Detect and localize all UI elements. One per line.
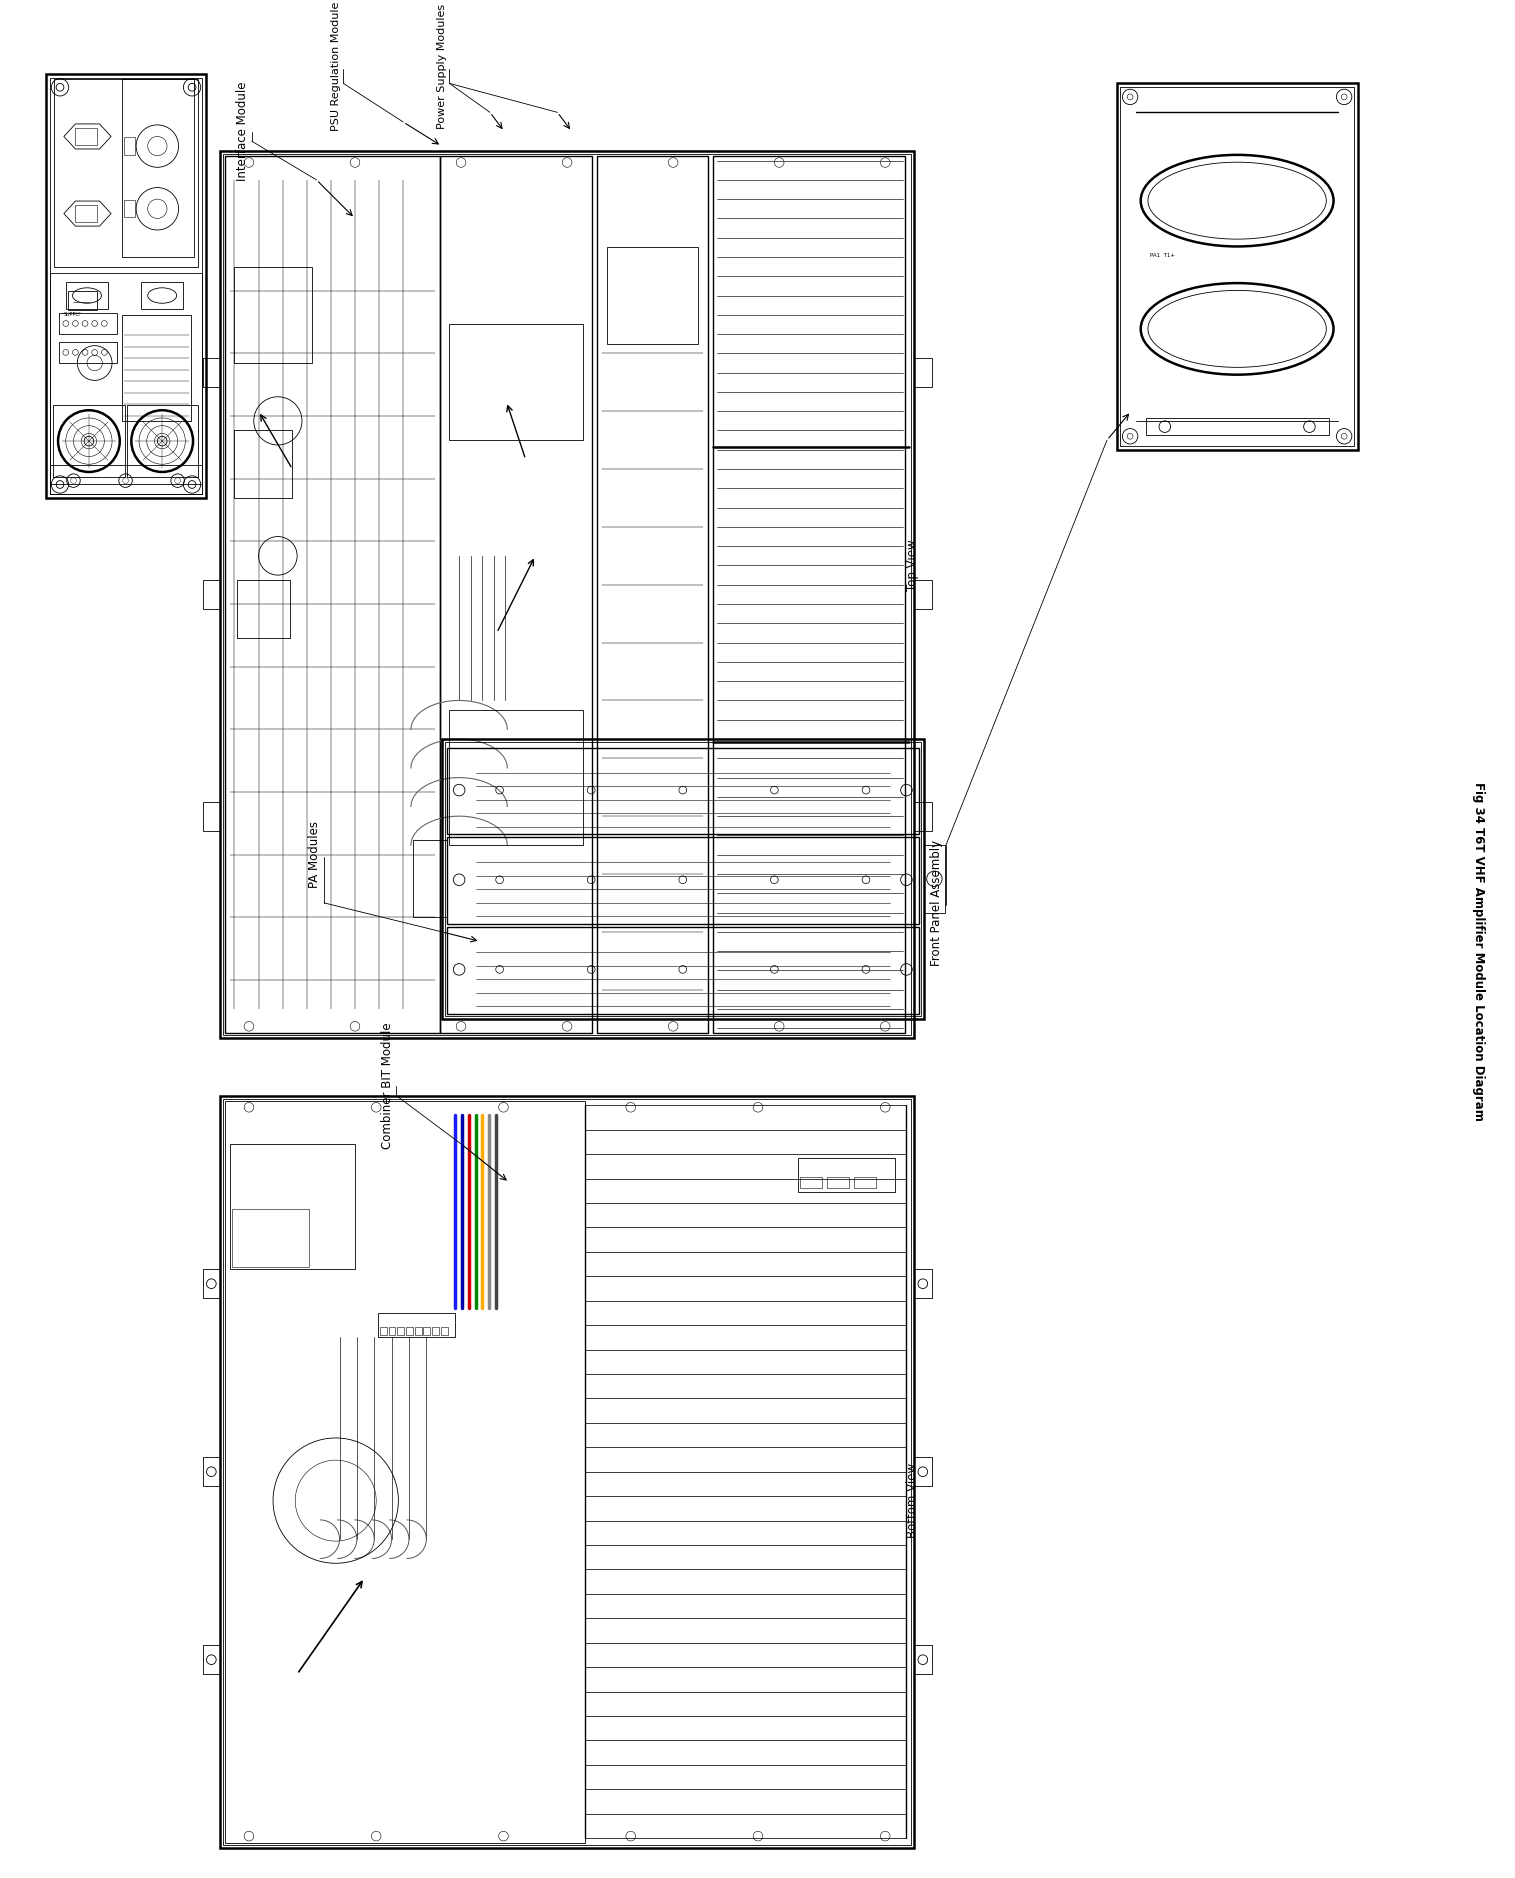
Bar	[224, 156, 439, 1033]
Bar	[59, 342, 117, 362]
Text: Interface Module: Interface Module	[236, 83, 248, 182]
Bar	[235, 267, 312, 362]
Text: Bottom View: Bottom View	[906, 1463, 920, 1538]
Bar	[55, 79, 198, 267]
Text: Top View: Top View	[906, 539, 920, 592]
Bar	[220, 150, 914, 1039]
Bar	[606, 248, 698, 344]
Bar	[798, 1159, 895, 1193]
Text: Fig 34 T6T VHF Amplifier Module Location Diagram: Fig 34 T6T VHF Amplifier Module Location…	[1471, 781, 1485, 1121]
Bar	[47, 73, 206, 498]
Bar	[68, 291, 97, 310]
Bar	[447, 838, 920, 924]
Bar	[432, 1328, 439, 1335]
Bar	[1145, 419, 1329, 436]
Bar	[203, 1270, 220, 1298]
Bar	[127, 406, 198, 477]
Bar	[1124, 419, 1138, 432]
Bar	[597, 156, 708, 1033]
Bar	[59, 314, 117, 334]
Text: Front Panel Assembly: Front Panel Assembly	[930, 839, 942, 965]
Bar	[50, 466, 201, 494]
Bar	[121, 79, 194, 257]
Bar	[141, 282, 183, 310]
Bar	[441, 1328, 447, 1335]
Bar	[53, 406, 124, 477]
Bar	[50, 274, 201, 483]
Bar	[914, 1270, 932, 1298]
Bar	[854, 1178, 876, 1189]
Bar	[238, 580, 291, 639]
Bar	[800, 1178, 821, 1189]
Bar	[224, 1101, 585, 1842]
Bar	[415, 1328, 421, 1335]
Bar	[1121, 86, 1354, 445]
Bar	[827, 1178, 848, 1189]
Bar	[65, 282, 108, 310]
Bar	[380, 1328, 386, 1335]
Bar	[450, 710, 583, 845]
Bar	[914, 359, 932, 387]
Bar	[203, 1457, 220, 1485]
Text: Combiner BIT Module: Combiner BIT Module	[380, 1024, 394, 1149]
Bar	[203, 359, 220, 387]
Bar	[230, 1144, 355, 1270]
Bar	[450, 325, 583, 439]
Bar	[389, 1328, 395, 1335]
Bar	[447, 928, 920, 1014]
Bar	[232, 1209, 309, 1268]
Bar	[914, 802, 932, 830]
Bar	[445, 742, 921, 1016]
Bar	[397, 1328, 405, 1335]
Text: Power Supply Modules: Power Supply Modules	[436, 4, 447, 128]
Bar	[76, 205, 97, 222]
Bar	[439, 156, 592, 1033]
Bar	[924, 845, 945, 913]
Bar	[1117, 83, 1357, 449]
Bar	[712, 156, 904, 1033]
Text: SUPPLY: SUPPLY	[64, 312, 82, 317]
Bar	[447, 747, 920, 834]
Bar	[914, 1645, 932, 1673]
Bar	[406, 1328, 414, 1335]
Bar	[121, 316, 191, 421]
Bar	[223, 1099, 911, 1844]
Bar	[220, 1095, 914, 1848]
Bar	[124, 201, 135, 218]
Bar	[442, 740, 924, 1018]
Bar	[50, 77, 201, 494]
Bar	[379, 1313, 456, 1337]
Bar	[76, 128, 97, 145]
Bar	[223, 154, 911, 1035]
Text: PA Modules: PA Modules	[308, 821, 321, 888]
Text: PSU Regulation Module: PSU Regulation Module	[330, 2, 341, 131]
Bar	[414, 839, 447, 916]
Bar	[424, 1328, 430, 1335]
Text: PA1  T1+: PA1 T1+	[1150, 254, 1176, 257]
Bar	[203, 1645, 220, 1673]
Bar	[203, 802, 220, 830]
Bar	[914, 1457, 932, 1485]
Bar	[124, 137, 135, 154]
Bar	[203, 580, 220, 608]
Bar	[914, 580, 932, 608]
Bar	[235, 430, 292, 498]
